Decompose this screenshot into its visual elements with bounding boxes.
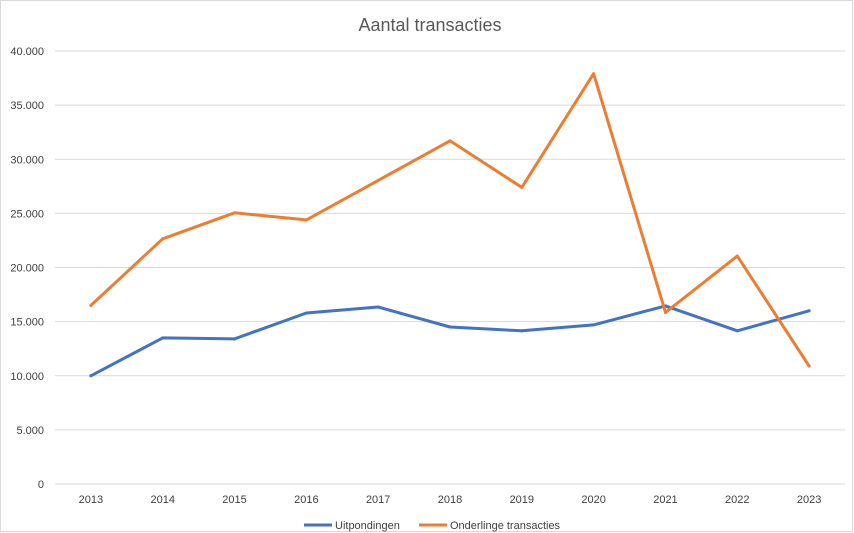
x-tick-label: 2018 [438, 494, 462, 506]
data-point [89, 374, 93, 378]
x-tick-label: 2023 [797, 494, 821, 506]
chart-title: Aantal transacties [358, 15, 501, 35]
data-point [735, 254, 739, 258]
x-tick-label: 2021 [653, 494, 677, 506]
y-tick-label: 5.000 [16, 425, 44, 437]
data-point [448, 139, 452, 143]
series-line-2 [89, 72, 811, 368]
data-point [161, 336, 165, 340]
data-point [520, 185, 524, 189]
y-tick-label: 30.000 [10, 154, 44, 166]
x-tick-label: 2022 [725, 494, 749, 506]
y-axis: 0 5.000 10.000 15.000 20.000 25.000 30.000 35.0… [10, 46, 44, 491]
y-tick-label: 20.000 [10, 263, 44, 275]
legend: Uitpondingen Onderlinge transacties [304, 520, 561, 532]
data-point [89, 303, 93, 307]
data-point [592, 323, 596, 327]
data-point [233, 337, 237, 341]
y-tick-label: 35.000 [10, 100, 44, 112]
data-point [376, 178, 380, 182]
x-tick-label: 2016 [294, 494, 318, 506]
x-tick-label: 2017 [366, 494, 390, 506]
data-point [376, 305, 380, 309]
data-point [233, 211, 237, 215]
y-tick-label: 40.000 [10, 46, 44, 58]
series-layer [89, 72, 811, 378]
data-point [304, 311, 308, 315]
legend-label-2: Onderlinge transacties [450, 520, 561, 532]
data-point [304, 218, 308, 222]
series-line-1 [89, 304, 811, 378]
x-tick-label: 2014 [150, 494, 174, 506]
data-point [448, 325, 452, 329]
y-tick-label: 10.000 [10, 371, 44, 383]
y-tick-label: 0 [38, 479, 44, 491]
x-tick-label: 2015 [222, 494, 246, 506]
x-tick-label: 2019 [510, 494, 534, 506]
data-point [592, 72, 596, 76]
data-point [663, 310, 667, 314]
y-tick-label: 25.000 [10, 208, 44, 220]
data-point [520, 329, 524, 333]
x-axis: 2013 2014 2015 2016 2017 2018 2019 2020 2021 2022… [79, 494, 822, 506]
legend-label-1: Uitpondingen [335, 520, 400, 532]
data-point [735, 329, 739, 333]
x-tick-label: 2013 [79, 494, 103, 506]
grid-layer [55, 50, 845, 485]
data-point [807, 364, 811, 368]
data-point [161, 237, 165, 241]
data-point [807, 309, 811, 313]
y-tick-label: 15.000 [10, 317, 44, 329]
x-tick-label: 2020 [581, 494, 605, 506]
